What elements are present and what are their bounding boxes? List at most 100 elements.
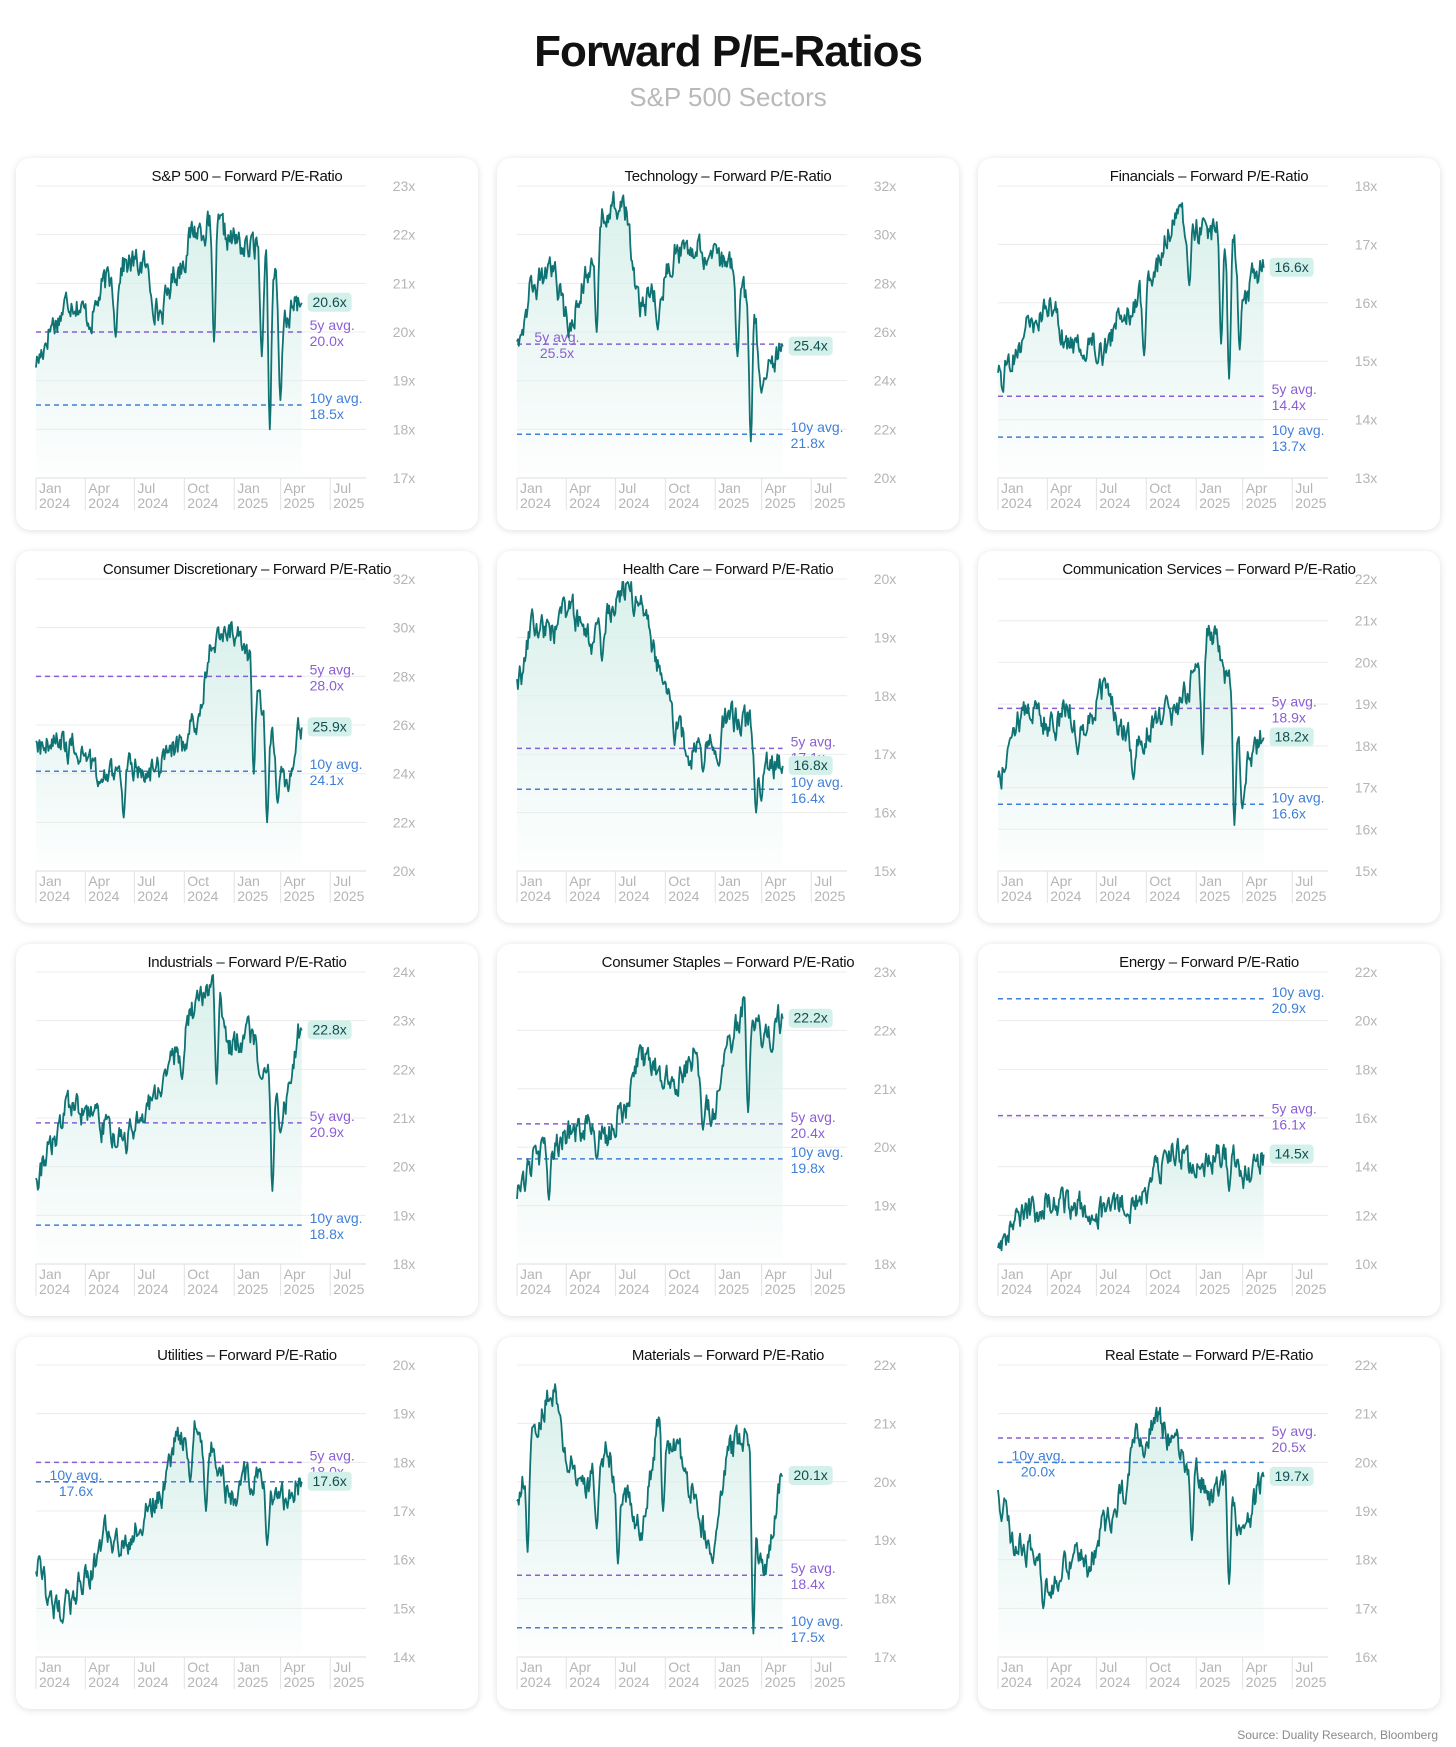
x-tick-month: Jul: [618, 873, 636, 889]
series-area: [517, 191, 783, 474]
y-tick-label: 22x: [1355, 964, 1378, 980]
chart-title: S&P 500 – Forward P/E-Ratio: [151, 168, 343, 185]
avg5y-label: 5y avg.: [1272, 381, 1317, 397]
x-tick-month: Apr: [284, 1266, 306, 1282]
chart-panel: Health Care – Forward P/E-Ratio 15x 16x 17x…: [497, 551, 959, 923]
avg5y-value: 25.5x: [540, 345, 574, 361]
avg5y-value: 18.4x: [791, 1576, 825, 1592]
y-tick-label: 14x: [1355, 412, 1378, 428]
x-tick-year: 2024: [1050, 495, 1081, 511]
x-tick-month: Apr: [765, 1659, 787, 1675]
last-value-label: 22.2x: [794, 1010, 828, 1026]
y-tick-label: 20x: [393, 1357, 416, 1373]
x-tick-year: 2024: [1099, 888, 1130, 904]
chart-svg: 17x18x19x20x21x22xJan2024Apr2024Jul2024O…: [516, 1357, 897, 1690]
x-tick-year: 2025: [284, 1281, 315, 1297]
series-line: [35, 974, 303, 1192]
y-tick-label: 19x: [393, 373, 416, 389]
last-value-label: 20.6x: [313, 294, 347, 310]
y-tick-label: 22x: [393, 227, 416, 243]
last-value-label: 17.6x: [313, 1473, 347, 1489]
x-tick-month: Jul: [333, 1659, 351, 1675]
x-tick-year: 2025: [1199, 888, 1230, 904]
y-tick-label: 21x: [393, 1110, 416, 1126]
x-tick-year: 2025: [814, 1674, 845, 1690]
x-tick-month: Apr: [88, 1266, 110, 1282]
y-tick-label: 18x: [393, 1454, 416, 1470]
x-tick-year: 2024: [668, 1281, 699, 1297]
y-tick-label: 24x: [393, 964, 416, 980]
y-tick-label: 18x: [874, 688, 897, 704]
header: Forward P/E-Ratios S&P 500 Sectors: [0, 26, 1456, 114]
x-tick-month: Jan: [237, 480, 260, 496]
chart-svg: 14x15x16x17x18x19x20xJan2024Apr2024Jul20…: [35, 1357, 416, 1690]
x-tick-month: Jul: [333, 480, 351, 496]
x-tick-year: 2024: [1099, 495, 1130, 511]
y-tick-label: 12x: [1355, 1207, 1378, 1223]
x-tick-year: 2024: [1050, 1674, 1081, 1690]
x-tick-month: Jan: [520, 1659, 543, 1675]
last-value-label: 19.7x: [1275, 1468, 1309, 1484]
x-tick-year: 2025: [237, 1281, 268, 1297]
x-tick-year: 2024: [137, 1674, 168, 1690]
x-tick-month: Jul: [137, 1659, 155, 1675]
last-value-badge: [788, 1008, 833, 1028]
x-tick-year: 2024: [39, 495, 70, 511]
y-tick-label: 20x: [874, 470, 897, 486]
x-tick-month: Oct: [187, 1266, 209, 1282]
y-tick-label: 19x: [393, 1207, 416, 1223]
x-tick-year: 2024: [1149, 495, 1180, 511]
y-tick-label: 16x: [1355, 821, 1378, 837]
x-tick-month: Apr: [569, 1659, 591, 1675]
chart-panel: Energy – Forward P/E-Ratio 10x 12x 14x 16x 18…: [978, 944, 1440, 1316]
last-value-label: 20.1x: [794, 1467, 828, 1483]
y-tick-label: 18x: [1355, 178, 1378, 194]
avg10y-value: 18.8x: [310, 1226, 344, 1242]
avg10y-label: 10y avg.: [791, 774, 844, 790]
y-tick-label: 17x: [1355, 236, 1378, 252]
x-tick-year: 2024: [1001, 1281, 1032, 1297]
y-tick-label: 17x: [874, 1649, 897, 1665]
x-tick-year: 2024: [88, 1281, 119, 1297]
y-tick-label: 19x: [874, 1532, 897, 1548]
y-tick-label: 20x: [393, 863, 416, 879]
x-tick-month: Oct: [668, 1659, 690, 1675]
x-tick-year: 2025: [237, 495, 268, 511]
y-tick-label: 20x: [393, 324, 416, 340]
x-tick-year: 2025: [284, 888, 315, 904]
x-tick-month: Oct: [668, 873, 690, 889]
chart-title: Technology – Forward P/E-Ratio: [624, 168, 832, 185]
avg5y-label: 5y avg.: [310, 317, 355, 333]
last-value-badge: [1269, 727, 1314, 747]
y-tick-label: 17x: [1355, 1600, 1378, 1616]
series-line: [516, 581, 784, 814]
x-tick-month: Apr: [1246, 1266, 1268, 1282]
y-tick-label: 22x: [874, 1357, 897, 1373]
x-tick-year: 2024: [520, 495, 551, 511]
chart-panel: Consumer Staples – Forward P/E-Ratio 18x 1…: [497, 944, 959, 1316]
x-tick-month: Jan: [1001, 1659, 1024, 1675]
x-tick-month: Oct: [1149, 1659, 1171, 1675]
y-tick-label: 19x: [874, 629, 897, 645]
x-tick-month: Apr: [569, 480, 591, 496]
x-tick-year: 2025: [333, 888, 364, 904]
x-tick-year: 2024: [569, 1674, 600, 1690]
x-tick-month: Jan: [520, 480, 543, 496]
x-tick-year: 2025: [1295, 888, 1326, 904]
series-line: [516, 1383, 783, 1635]
x-tick-month: Jul: [333, 873, 351, 889]
y-tick-label: 19x: [874, 1198, 897, 1214]
x-tick-month: Jan: [1199, 1266, 1222, 1282]
last-value-label: 16.6x: [1275, 259, 1309, 275]
chart-svg: 17x18x19x20x21x22x23xJan2024Apr2024Jul20…: [35, 178, 416, 511]
x-tick-month: Apr: [284, 480, 306, 496]
chart-panel: Consumer Discretionary – Forward P/E-Rat…: [16, 551, 478, 923]
y-tick-label: 22x: [874, 1022, 897, 1038]
y-tick-label: 20x: [1355, 1013, 1378, 1029]
y-tick-label: 28x: [393, 668, 416, 684]
x-tick-year: 2024: [520, 888, 551, 904]
chart-title: Financials – Forward P/E-Ratio: [1109, 168, 1309, 185]
series-line: [997, 1137, 1265, 1252]
x-tick-month: Oct: [187, 1659, 209, 1675]
avg10y-value: 16.6x: [1272, 805, 1306, 821]
